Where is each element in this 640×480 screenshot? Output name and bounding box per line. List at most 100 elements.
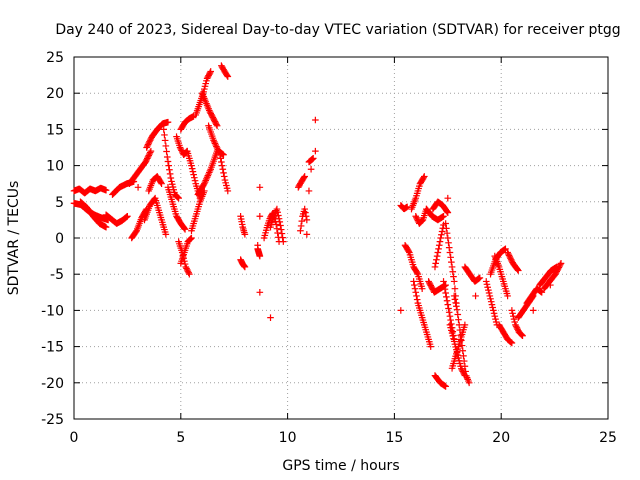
data-point <box>241 231 249 238</box>
data-point <box>487 295 494 303</box>
data-point <box>489 304 496 311</box>
data-point <box>218 162 226 169</box>
data-point <box>504 292 511 300</box>
data-point <box>273 225 281 232</box>
data-point <box>517 330 525 338</box>
data-point <box>445 309 453 316</box>
y-tick-label: -5 <box>50 267 64 283</box>
data-point <box>438 231 445 239</box>
data-point <box>312 147 319 155</box>
data-point <box>300 174 308 181</box>
data-point <box>305 187 313 195</box>
data-point <box>444 209 452 216</box>
data-point <box>465 379 473 387</box>
data-point <box>146 136 154 144</box>
y-tick-label: 15 <box>46 122 64 138</box>
y-axis-label: SDTVAR / TECUs <box>6 181 22 296</box>
data-point <box>461 362 469 370</box>
data-point <box>151 195 158 203</box>
data-point <box>413 214 420 222</box>
data-point <box>182 263 190 271</box>
data-point <box>485 286 492 294</box>
data-point <box>190 171 197 178</box>
data-point <box>206 69 214 77</box>
y-tick-label: -15 <box>41 340 64 356</box>
data-point <box>547 281 554 289</box>
data-point <box>454 311 462 318</box>
data-point <box>309 155 317 162</box>
data-point <box>274 208 281 216</box>
data-point <box>217 155 224 162</box>
data-point <box>144 142 151 150</box>
data-point <box>144 155 151 162</box>
data-point <box>275 212 282 219</box>
data-point <box>442 220 449 227</box>
data-point <box>211 140 219 147</box>
data-point <box>455 316 462 324</box>
data-point <box>158 180 165 187</box>
data-point <box>167 174 175 182</box>
data-point <box>144 153 152 161</box>
data-point <box>210 136 217 144</box>
data-point <box>144 141 152 148</box>
data-point <box>441 285 449 293</box>
data-point <box>256 184 264 191</box>
data-point <box>256 289 264 296</box>
data-point <box>440 278 447 285</box>
data-point <box>449 268 457 276</box>
data-point <box>519 332 526 340</box>
data-point <box>421 173 428 180</box>
data-point <box>459 347 467 355</box>
data-point <box>512 323 520 330</box>
data-point <box>256 212 264 220</box>
data-point <box>508 307 516 314</box>
data-point <box>160 126 168 133</box>
x-tick-label: 25 <box>599 430 617 446</box>
data-point <box>215 147 223 155</box>
data-point <box>181 225 188 232</box>
data-point <box>278 230 286 237</box>
data-point <box>254 241 261 249</box>
data-point <box>216 151 224 159</box>
data-point <box>267 314 274 321</box>
data-point <box>443 297 451 305</box>
data-point <box>461 321 469 329</box>
data-point <box>186 270 193 278</box>
data-point <box>164 158 172 165</box>
data-point <box>191 174 198 181</box>
data-point <box>440 212 447 220</box>
data-point <box>505 252 513 259</box>
data-point <box>410 278 417 285</box>
data-point <box>212 141 219 149</box>
data-point <box>102 186 110 194</box>
data-point <box>557 260 565 267</box>
data-point <box>162 142 170 150</box>
data-point <box>183 266 191 274</box>
data-point <box>506 253 514 261</box>
data-point <box>188 165 196 172</box>
y-tick-label: 0 <box>55 231 64 247</box>
data-point <box>178 147 185 154</box>
data-point <box>438 228 446 235</box>
data-point <box>492 318 500 326</box>
data-point <box>418 218 425 225</box>
x-tick-label: 20 <box>492 430 510 446</box>
data-point <box>413 269 421 277</box>
x-tick-label: 15 <box>385 430 403 446</box>
data-point <box>420 174 427 181</box>
data-point <box>451 285 459 292</box>
data-point <box>181 260 189 268</box>
data-point <box>488 301 496 308</box>
data-point <box>143 144 150 151</box>
data-point <box>412 212 420 220</box>
data-point <box>145 152 153 159</box>
data-point <box>191 177 199 184</box>
data-point <box>124 212 131 220</box>
data-point <box>502 245 509 253</box>
data-point <box>458 342 466 349</box>
data-point <box>504 249 511 256</box>
data-point <box>491 312 499 320</box>
data-point <box>147 147 155 155</box>
data-point <box>213 122 221 130</box>
data-point <box>427 343 435 350</box>
